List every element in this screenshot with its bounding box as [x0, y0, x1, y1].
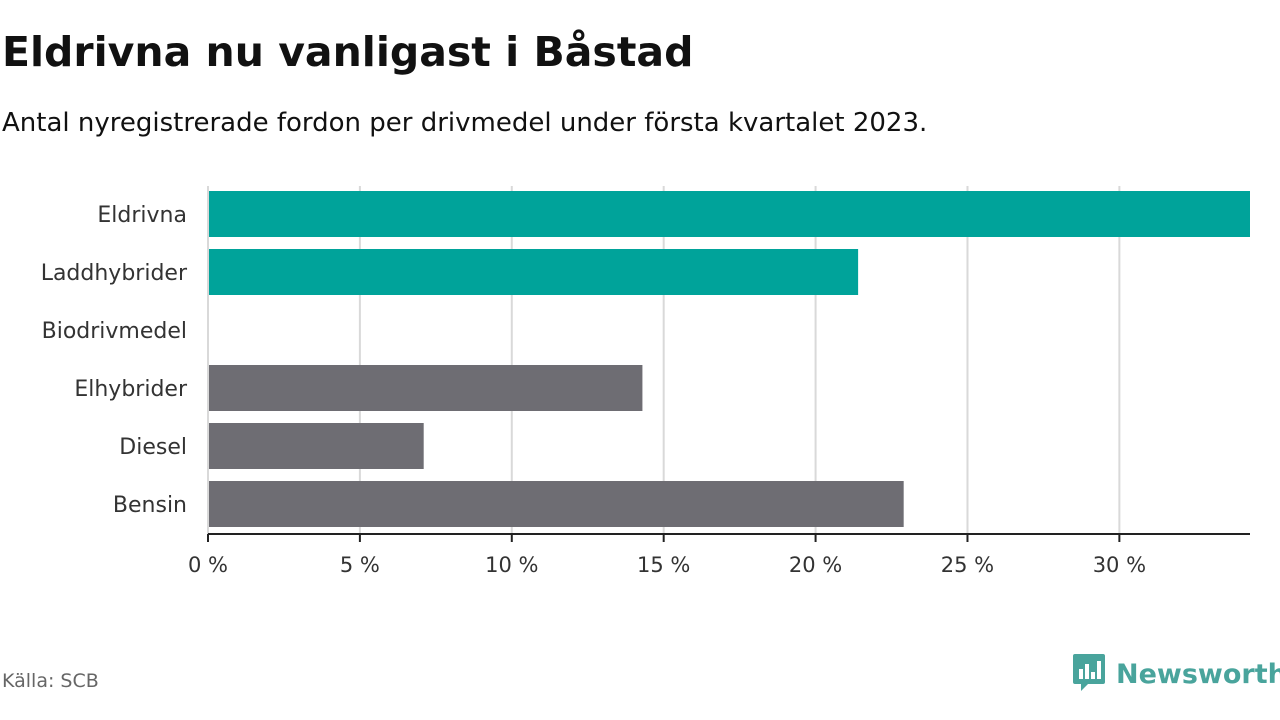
x-tick-label-25: 25 % — [941, 553, 994, 577]
x-tick-label-30: 30 % — [1093, 553, 1146, 577]
brand-logo: Newsworthy — [1072, 654, 1280, 694]
x-tick-label-0: 0 % — [188, 553, 228, 577]
category-label-bensin: Bensin — [113, 493, 187, 518]
x-tick-label-15: 15 % — [637, 553, 690, 577]
source-note: Källa: SCB — [2, 670, 99, 692]
chart-title: Eldrivna nu vanligast i Båstad — [2, 28, 694, 76]
bar-eldrivna — [208, 191, 1250, 237]
bar-bensin — [208, 481, 904, 527]
newsworthy-logo-icon — [1072, 652, 1106, 696]
bar-diesel — [208, 423, 424, 469]
bar-chart: Eldrivna Laddhybrider Biodrivmedel Elhybrid… — [41, 186, 1250, 577]
category-label-eldrivna: Eldrivna — [97, 203, 187, 228]
category-label-diesel: Diesel — [119, 435, 187, 460]
bar-laddhybrider — [208, 249, 859, 295]
category-label-elhybrider: Elhybrider — [74, 377, 188, 402]
x-tick-label-10: 10 % — [485, 553, 538, 577]
x-tick-label-5: 5 % — [340, 553, 380, 577]
chart-subtitle: Antal nyregistrerade fordon per drivmede… — [2, 108, 928, 138]
x-axis: 0 % 5 % 10 % 15 % 20 % 25 % 30 % — [188, 186, 1250, 577]
bar-elhybrider — [208, 365, 643, 411]
bars — [208, 191, 1250, 527]
category-label-biodrivmedel: Biodrivmedel — [42, 319, 187, 344]
brand-name: Newsworthy — [1116, 658, 1280, 690]
category-label-laddhybrider: Laddhybrider — [41, 261, 188, 286]
grid-lines — [358, 186, 1121, 534]
x-tick-label-20: 20 % — [789, 553, 842, 577]
category-labels: Eldrivna Laddhybrider Biodrivmedel Elhybrid… — [41, 203, 188, 518]
